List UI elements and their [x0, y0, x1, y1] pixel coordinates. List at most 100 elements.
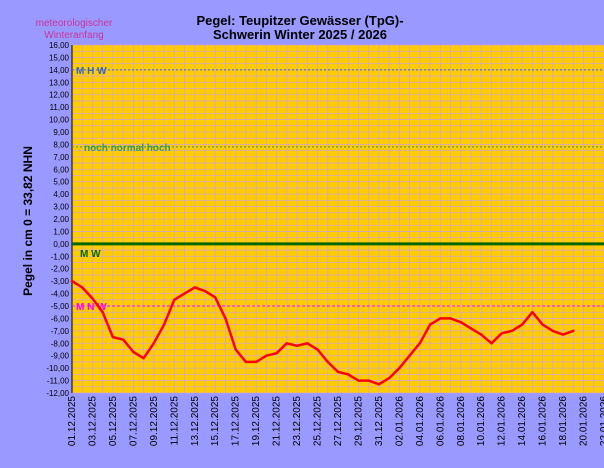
- data-point: [469, 327, 473, 330]
- x-tick-label: 21.12.2025: [272, 396, 283, 446]
- data-point: [132, 350, 135, 354]
- x-tick-label: 03.12.2025: [87, 396, 98, 446]
- data-point: [336, 370, 340, 374]
- chart-title: Pegel: Teupitzer Gewässer (TpG)- Schweri…: [150, 14, 450, 42]
- data-point: [459, 320, 462, 324]
- y-tick-label: -7,00: [51, 327, 70, 336]
- note-line-2: Winteranfang: [44, 30, 104, 41]
- data-point: [162, 323, 166, 326]
- data-point: [254, 360, 258, 364]
- y-tick-label: -9,00: [51, 352, 70, 361]
- chart-title-line-1: Pegel: Teupitzer Gewässer (TpG)-: [196, 13, 404, 28]
- chart-title-line-2: Schwerin Winter 2025 / 2026: [212, 27, 388, 42]
- y-tick-label: 5,00: [53, 178, 69, 187]
- data-point: [183, 292, 186, 295]
- y-tick-label: -11,00: [47, 377, 70, 386]
- data-point: [224, 317, 227, 320]
- data-point: [101, 311, 104, 314]
- data-point: [265, 354, 268, 357]
- y-tick-label: -6,00: [51, 314, 70, 323]
- y-tick-label: 6,00: [53, 165, 69, 174]
- data-point: [306, 342, 309, 345]
- x-tick-label: 07.12.2025: [128, 396, 139, 446]
- data-point: [490, 342, 493, 345]
- x-tick-label: 06.01.2026: [435, 396, 446, 446]
- data-point: [377, 383, 381, 386]
- data-point: [142, 357, 145, 360]
- y-tick-label: 3,00: [53, 203, 69, 212]
- data-point: [500, 332, 503, 335]
- data-point: [316, 348, 319, 351]
- data-point: [439, 317, 442, 320]
- note-line-1: meteorologischer: [35, 18, 113, 29]
- x-tick-label: 13.12.2025: [190, 396, 201, 446]
- data-point: [510, 329, 514, 333]
- x-tick-label: 10.01.2026: [476, 396, 487, 446]
- x-tick-label: 25.12.2025: [313, 396, 324, 446]
- data-point: [561, 333, 565, 336]
- y-tick-label: 0,00: [53, 240, 69, 249]
- data-point: [81, 286, 84, 289]
- x-tick-label: 29.12.2025: [353, 396, 364, 446]
- data-point: [572, 329, 575, 333]
- data-point: [295, 344, 299, 347]
- x-tick-label: 12.01.2026: [497, 396, 508, 446]
- y-tick-label: 2,00: [53, 215, 69, 224]
- data-point: [428, 323, 432, 326]
- data-point: [449, 317, 452, 320]
- x-tick-label: 08.01.2026: [456, 396, 467, 446]
- x-tick-label: 20.01.2026: [579, 396, 590, 446]
- data-point: [531, 311, 534, 314]
- x-tick-label: 05.12.2025: [108, 396, 119, 446]
- data-point: [480, 333, 483, 336]
- data-point: [152, 342, 156, 345]
- y-tick-label: 16,00: [49, 41, 70, 50]
- x-tick-label: 16.01.2026: [538, 396, 549, 446]
- data-point: [326, 360, 329, 364]
- y-tick-label: 12,00: [49, 91, 70, 100]
- reference-label-mw: M W: [80, 249, 101, 260]
- data-point: [214, 296, 217, 299]
- data-point: [387, 376, 391, 380]
- x-tick-label: 11.12.2025: [169, 396, 180, 446]
- y-tick-label: 14,00: [49, 66, 70, 75]
- data-point: [70, 279, 74, 283]
- y-tick-label: -1,00: [51, 252, 70, 261]
- x-tick-label: 23.12.2025: [292, 396, 303, 446]
- data-point: [357, 379, 360, 382]
- x-tick-label: 18.01.2026: [558, 396, 569, 446]
- data-point: [398, 366, 401, 370]
- data-point: [551, 329, 555, 333]
- y-tick-label: -10,00: [46, 364, 69, 373]
- x-tick-label: 01.12.2025: [67, 396, 78, 446]
- y-tick-label: 4,00: [53, 190, 69, 199]
- y-axis-title: Pegel in cm 0 = 33,82 NHN: [21, 146, 35, 296]
- x-tick-label: 09.12.2025: [149, 396, 160, 446]
- x-tick-label: 02.01.2026: [394, 396, 405, 446]
- data-series-line: [70, 279, 575, 386]
- data-point: [541, 323, 544, 326]
- x-tick-label: 04.01.2026: [415, 396, 426, 446]
- data-point: [367, 379, 370, 382]
- y-tick-label: -5,00: [51, 302, 70, 311]
- data-point: [121, 338, 125, 341]
- data-point: [418, 342, 422, 345]
- x-tick-label: 31.12.2025: [374, 396, 385, 446]
- reference-label-mnw: M N W: [76, 302, 107, 313]
- data-point: [234, 348, 237, 351]
- y-tick-label: 8,00: [53, 140, 69, 149]
- x-tick-label: 14.01.2026: [517, 396, 528, 446]
- x-tick-label: 27.12.2025: [333, 396, 344, 446]
- x-tick-label: 22.01.2026: [599, 396, 604, 446]
- y-tick-label: 10,00: [49, 116, 70, 125]
- data-point: [285, 342, 289, 345]
- y-tick-label: 9,00: [53, 128, 69, 137]
- reference-label-mhw: M H W: [76, 66, 107, 77]
- data-point: [173, 298, 176, 301]
- data-point: [408, 354, 411, 357]
- x-tick-label: 15.12.2025: [210, 396, 221, 446]
- data-point: [520, 323, 524, 326]
- x-tick-label: 17.12.2025: [231, 396, 242, 446]
- y-tick-label: 1,00: [53, 227, 69, 236]
